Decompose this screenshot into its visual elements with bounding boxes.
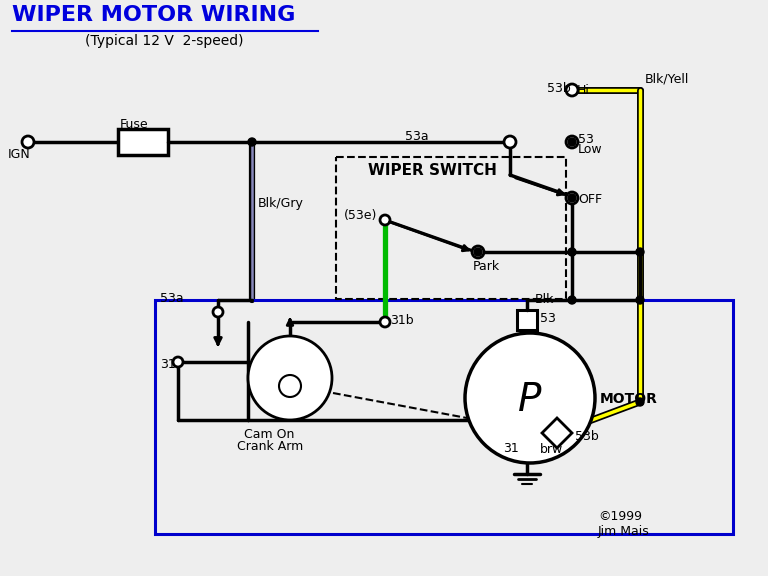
Circle shape	[248, 336, 332, 420]
Circle shape	[465, 333, 595, 463]
Circle shape	[248, 138, 256, 146]
Circle shape	[568, 296, 576, 304]
Circle shape	[566, 192, 578, 204]
Text: 31: 31	[503, 442, 518, 455]
Text: WIPER SWITCH: WIPER SWITCH	[368, 163, 497, 178]
Text: ©1999
Jim Mais: ©1999 Jim Mais	[598, 510, 650, 538]
Text: 31: 31	[160, 358, 176, 371]
Bar	[517, 310, 537, 330]
Text: 53a: 53a	[160, 292, 184, 305]
Circle shape	[474, 248, 482, 256]
Text: WIPER MOTOR WIRING: WIPER MOTOR WIRING	[12, 5, 296, 25]
Bar	[118, 129, 168, 155]
Text: Fuse: Fuse	[120, 118, 149, 131]
Bar	[517, 438, 537, 458]
Circle shape	[173, 357, 183, 367]
Text: Cam On: Cam On	[244, 428, 294, 441]
Text: 53a: 53a	[405, 130, 429, 143]
Circle shape	[568, 194, 576, 202]
Text: Blk/Yell: Blk/Yell	[645, 72, 690, 85]
Text: 53b: 53b	[547, 82, 571, 95]
Circle shape	[472, 246, 484, 258]
Circle shape	[636, 296, 644, 304]
Circle shape	[213, 307, 223, 317]
Circle shape	[636, 398, 644, 406]
Bar	[336, 157, 566, 299]
Text: Crank Arm: Crank Arm	[237, 440, 303, 453]
Text: (Typical 12 V  2-speed): (Typical 12 V 2-speed)	[85, 34, 243, 48]
Circle shape	[568, 138, 576, 146]
Circle shape	[568, 248, 576, 256]
Circle shape	[380, 317, 390, 327]
Text: 31b: 31b	[390, 314, 414, 327]
Circle shape	[566, 136, 578, 148]
Text: Blk: Blk	[535, 293, 554, 306]
Text: 53: 53	[578, 133, 594, 146]
Bar	[155, 300, 733, 534]
Text: Hi: Hi	[577, 84, 590, 97]
Text: Low: Low	[578, 143, 603, 156]
Text: Park: Park	[473, 260, 500, 273]
Circle shape	[636, 248, 644, 256]
Text: 53: 53	[540, 312, 556, 325]
Circle shape	[566, 84, 578, 96]
Text: IGN: IGN	[8, 148, 31, 161]
Polygon shape	[542, 418, 572, 448]
Circle shape	[380, 215, 390, 225]
Text: OFF: OFF	[578, 193, 602, 206]
Text: MOTOR: MOTOR	[600, 392, 658, 406]
Text: P: P	[518, 381, 541, 419]
Circle shape	[22, 136, 34, 148]
Text: 53b: 53b	[575, 430, 599, 443]
Text: brw: brw	[540, 443, 563, 456]
Circle shape	[504, 136, 516, 148]
Text: (53e): (53e)	[344, 209, 377, 222]
Text: Blk/Gry: Blk/Gry	[258, 197, 304, 210]
Circle shape	[279, 375, 301, 397]
